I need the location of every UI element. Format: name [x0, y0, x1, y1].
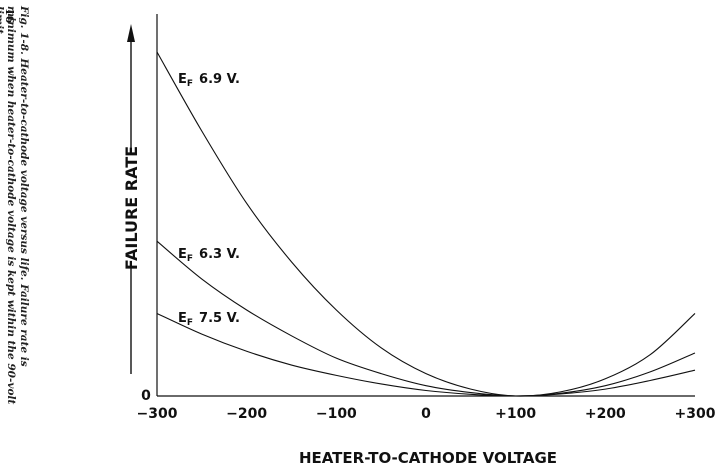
- series-label-3: EF 7.5 V.: [178, 311, 240, 328]
- x-tick-label-2: −200: [226, 406, 267, 422]
- x-tick-label-3: −100: [316, 406, 357, 422]
- y-zero-label: 0: [141, 388, 151, 404]
- x-tick-label-4: 0: [421, 406, 431, 422]
- x-tick-label-1: −300: [137, 406, 178, 422]
- series-line-2: [156, 240, 696, 397]
- x-tick-label-7: +300: [675, 406, 716, 422]
- series-line-3: [156, 312, 696, 397]
- x-tick-label-5: +100: [495, 406, 536, 422]
- series-label-2: EF 6.3 V.: [178, 247, 240, 264]
- up-arrow-icon: [127, 24, 135, 42]
- series-label-layer: EF 6.9 V. EF 6.3 V. EF 7.5 V.: [178, 72, 240, 328]
- x-tick-label-6: +200: [585, 406, 626, 422]
- y-axis-title: FAILURE RATE: [122, 146, 141, 270]
- x-axis-title: HEATER-TO-CATHODE VOLTAGE: [299, 449, 557, 467]
- x-tick-layer: −300 −200 −100 0 +100 +200 +300 0: [137, 388, 716, 422]
- series-layer: [156, 51, 696, 397]
- axis-title-layer: HEATER-TO-CATHODE VOLTAGE FAILURE RATE: [122, 24, 557, 467]
- series-line-1: [156, 51, 696, 397]
- series-label-1: EF 6.9 V.: [178, 72, 240, 89]
- plot-frame: [156, 14, 695, 397]
